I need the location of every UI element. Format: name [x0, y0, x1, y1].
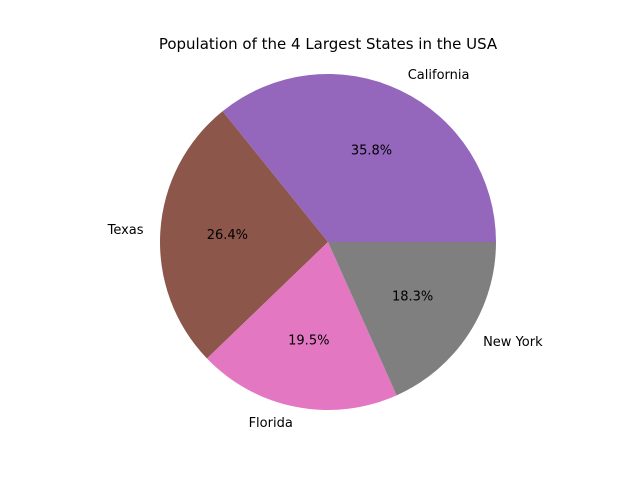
pie-value-label: 19.5% [288, 333, 329, 348]
pie-category-label: New York [483, 335, 543, 350]
pie-category-label: Florida [249, 416, 293, 431]
pie-value-label: 35.8% [351, 144, 392, 159]
pie-slice-california [222, 74, 497, 242]
pie-slice-new-york [328, 242, 496, 396]
pie-category-label: Texas [107, 223, 144, 238]
pie-slice-texas [160, 111, 328, 359]
pie-slices [160, 74, 497, 410]
pie-slice-florida [206, 242, 397, 410]
pie-value-label: 18.3% [392, 289, 433, 304]
chart-title: Population of the 4 Largest States in th… [159, 35, 498, 53]
pie-value-label: 26.4% [207, 228, 248, 243]
pie-category-label: California [408, 68, 470, 83]
pie-labels: 35.8% California 26.4% Texas 19.5% Florida 18.… [107, 68, 543, 431]
